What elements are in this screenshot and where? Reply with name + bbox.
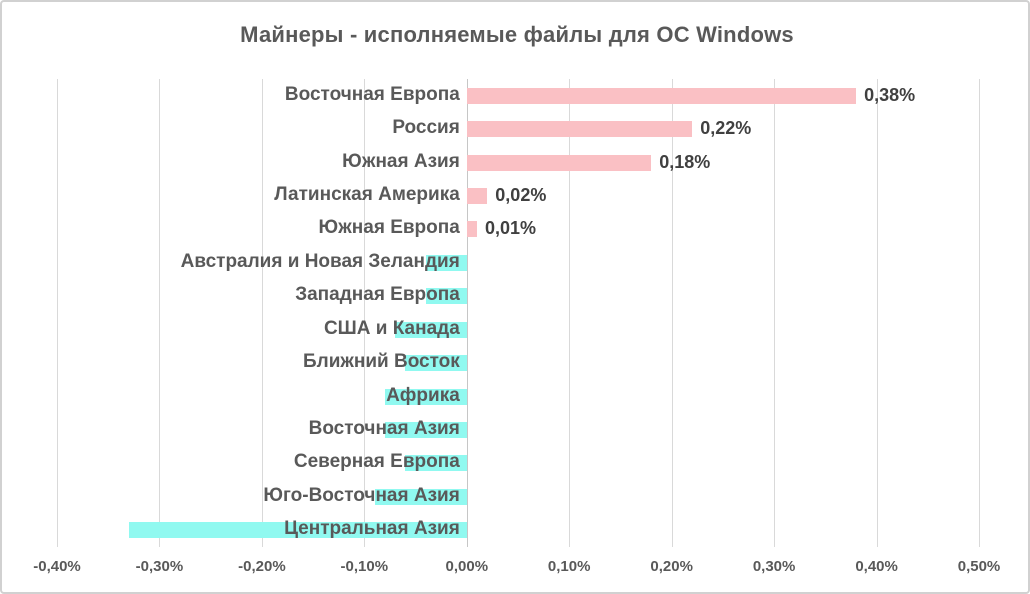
x-tick-label: -0,40% [33, 558, 81, 575]
gridline [569, 79, 571, 547]
gridline [159, 79, 161, 547]
bar [466, 87, 857, 104]
value-label: 0,38% [864, 84, 916, 105]
bar [405, 455, 467, 472]
x-tick-label: -0,10% [340, 558, 389, 575]
category-label: Австралия и Новая Зеландия [180, 250, 460, 272]
x-tick-label: -0,30% [135, 558, 184, 575]
bar [466, 154, 652, 171]
x-tick-label: -0,20% [238, 558, 286, 575]
x-tick-label: 0,20% [650, 558, 693, 575]
gridline [876, 79, 878, 547]
category-label: Африка [386, 384, 460, 406]
bar [466, 188, 488, 204]
category-label: Южная Азия [342, 150, 460, 172]
x-tick-label: 0,50% [957, 558, 1001, 575]
bar [425, 288, 467, 305]
x-tick-label: 0,10% [547, 558, 591, 575]
x-tick-label: 0,00% [445, 558, 489, 575]
value-label: 0,22% [700, 118, 752, 139]
gridline [364, 79, 366, 547]
category-label: США и Канада [323, 317, 460, 339]
category-label: Латинская Америка [274, 184, 460, 205]
category-label: Восточная Европа [284, 83, 460, 105]
category-label: Восточная Азия [308, 418, 460, 439]
gridline [774, 79, 776, 547]
category-label: Западная Европа [295, 284, 460, 306]
category-label: Юго-Восточная Азия [263, 484, 460, 506]
gridline [979, 79, 980, 547]
category-label: Центральная Азия [284, 518, 460, 540]
gridline [57, 79, 58, 547]
bar [425, 254, 467, 271]
gridline [671, 79, 673, 547]
zero-axis-line [466, 79, 468, 547]
x-tick-label: 0,40% [855, 558, 898, 575]
bar [395, 321, 467, 338]
bar [374, 488, 467, 505]
value-label: 0,02% [495, 185, 547, 205]
bar [466, 221, 477, 238]
gridline [261, 79, 263, 547]
chart-title: Майнеры - исполняемые файлы для ОС Windo… [240, 22, 794, 47]
bar [384, 422, 467, 438]
bar [384, 388, 467, 405]
bar [466, 121, 693, 138]
category-label: Ближний Восток [302, 351, 460, 373]
category-label: Северная Европа [293, 451, 460, 473]
bar [405, 355, 467, 372]
category-label: Россия [392, 117, 460, 139]
category-label: Южная Европа [318, 217, 460, 239]
value-label: 0,01% [485, 218, 537, 239]
x-tick-label: 0,30% [752, 558, 796, 575]
bar [128, 522, 467, 539]
value-label: 0,18% [659, 151, 711, 172]
